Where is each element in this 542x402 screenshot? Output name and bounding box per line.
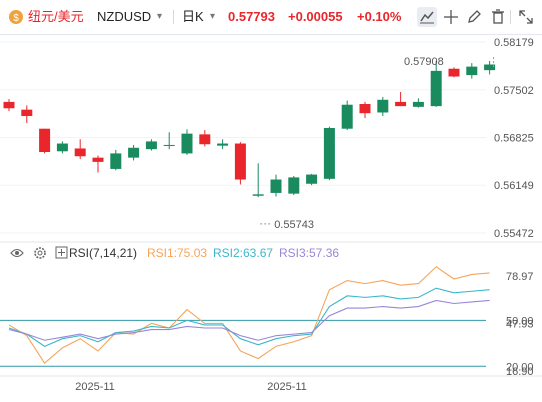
low-price-label: 0.55743 xyxy=(274,219,314,231)
time-axis-label: 2025-11 xyxy=(75,381,115,393)
rsi-axis-label: 16.90 xyxy=(506,366,534,378)
candle-up xyxy=(341,104,353,129)
rsi-axis-label: 50.00 xyxy=(506,315,534,327)
toolbar-divider xyxy=(173,10,174,24)
candle-down xyxy=(3,101,15,109)
grid xyxy=(0,41,486,234)
crosshair-icon xyxy=(444,10,458,24)
toolbar-divider xyxy=(510,10,511,24)
candle-down xyxy=(92,157,104,162)
candle-up xyxy=(110,153,122,169)
price-axis: 0.58179 0.57502 0.56825 0.56149 0.55472 xyxy=(494,37,534,240)
symbol-dropdown-chevron-icon[interactable]: ▾ xyxy=(157,11,163,22)
chart-toolbar: $ 纽元/美元 NZDUSD ▾ 日K ▾ 0.57793 +0.00055 +… xyxy=(0,0,542,35)
candle-down xyxy=(39,128,51,152)
draw-button[interactable] xyxy=(464,7,484,27)
candle-up xyxy=(466,66,478,76)
timeframe-selector[interactable]: 日K xyxy=(182,9,204,24)
rsi-axis-label: 47.93 xyxy=(506,319,534,331)
fullscreen-icon xyxy=(519,10,533,24)
candle-up xyxy=(270,179,282,193)
time-axis: 2025-11 2025-11 xyxy=(0,375,542,393)
rsi-line-rsi1 xyxy=(8,266,490,365)
price-axis-label: 0.56825 xyxy=(494,133,534,145)
time-axis-label: 2025-11 xyxy=(267,381,307,393)
last-price: 0.57793 xyxy=(228,9,275,24)
rsi-line-rsi2 xyxy=(8,287,490,347)
candle-down xyxy=(395,101,407,107)
candle-up xyxy=(288,177,300,194)
rsi-axis-label: 78.97 xyxy=(506,271,534,283)
rsi1-value: RSI1:75.03 xyxy=(147,246,208,260)
candle-up xyxy=(377,99,389,113)
rsi-line-rsi3 xyxy=(8,299,490,341)
candle-down xyxy=(199,134,211,145)
indicator-button[interactable] xyxy=(417,7,437,27)
candle-up xyxy=(306,174,318,184)
candle-up xyxy=(181,133,193,154)
svg-text:$: $ xyxy=(13,13,19,24)
candle-up xyxy=(128,147,140,158)
candle-down xyxy=(359,104,371,114)
annotations: 0.57908 0.55743 xyxy=(260,56,495,231)
price-change-percent: +0.10% xyxy=(357,9,402,24)
rsi2-value: RSI2:63.67 xyxy=(213,246,274,260)
candle-down xyxy=(448,68,460,77)
rsi-axis-label: 20.00 xyxy=(506,361,534,373)
candle-down xyxy=(74,148,86,157)
crosshair-button[interactable] xyxy=(441,7,461,27)
candle-up xyxy=(412,101,424,107)
settings-gear-icon[interactable] xyxy=(33,246,47,260)
timeframe-dropdown-chevron-icon[interactable]: ▾ xyxy=(210,11,216,22)
candle-up xyxy=(430,70,442,107)
rsi-title: RSI(7,14,21) xyxy=(69,246,138,260)
price-axis-label: 0.58179 xyxy=(494,37,534,49)
candle-down xyxy=(21,109,33,117)
draw-pencil-icon xyxy=(468,10,481,23)
candle-down xyxy=(234,143,246,180)
symbol-code[interactable]: NZDUSD xyxy=(97,9,152,24)
candle-up xyxy=(484,64,496,71)
price-axis-label: 0.56149 xyxy=(494,180,534,192)
candle-up xyxy=(323,128,335,179)
candle-up xyxy=(217,143,229,146)
price-change: +0.00055 xyxy=(288,9,343,24)
candle-up xyxy=(56,143,68,152)
price-axis-label: 0.57502 xyxy=(494,85,534,97)
indicator-icon xyxy=(420,11,434,24)
fullscreen-button[interactable] xyxy=(516,7,536,27)
delete-button[interactable] xyxy=(488,7,508,27)
currency-logo-icon: $ xyxy=(9,10,23,24)
candlestick-series xyxy=(3,60,496,198)
rsi-series xyxy=(0,266,490,367)
high-price-label: 0.57908 xyxy=(404,56,444,68)
candle-up xyxy=(252,194,264,196)
price-axis-label: 0.55472 xyxy=(494,228,534,240)
visibility-eye-icon[interactable] xyxy=(10,246,24,260)
delete-icon xyxy=(492,9,504,24)
candle-up xyxy=(163,144,175,146)
indicator-box-icon[interactable] xyxy=(55,246,69,260)
candle-up xyxy=(145,141,157,150)
symbol-name-cn[interactable]: 纽元/美元 xyxy=(28,9,84,24)
rsi3-value: RSI3:57.36 xyxy=(279,246,340,260)
